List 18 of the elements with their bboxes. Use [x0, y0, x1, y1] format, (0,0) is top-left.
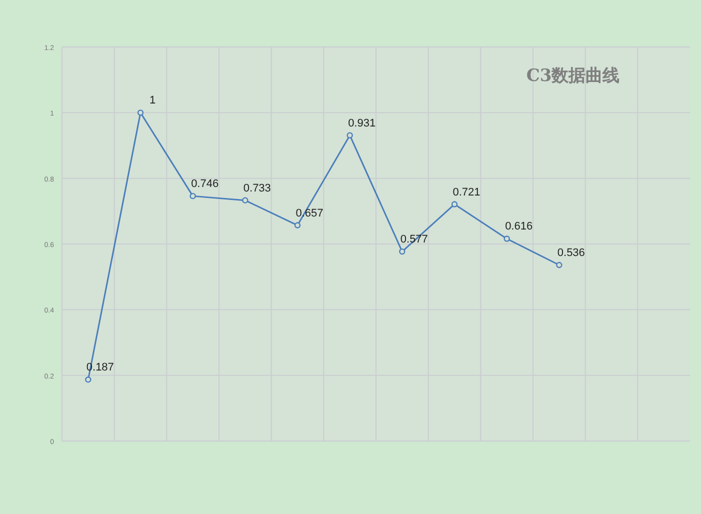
- point: [137, 110, 144, 116]
- point: [190, 192, 196, 200]
- data-label: 1: [149, 94, 156, 107]
- data-label: 0.536: [557, 247, 585, 260]
- point: [242, 197, 248, 204]
- point: [556, 262, 562, 268]
- data-label: 0.733: [243, 182, 271, 194]
- data-label: 0.616: [505, 220, 533, 233]
- data-label: 0.721: [452, 186, 480, 198]
- text: C3数据曲线: [526, 66, 620, 86]
- point: [294, 222, 301, 228]
- point: [85, 376, 92, 383]
- point: [504, 236, 510, 242]
- point: [346, 132, 353, 138]
- data-label: 0.746: [191, 178, 219, 190]
- data-label: 0.931: [348, 117, 376, 130]
- point: [451, 201, 458, 208]
- point: [399, 248, 406, 255]
